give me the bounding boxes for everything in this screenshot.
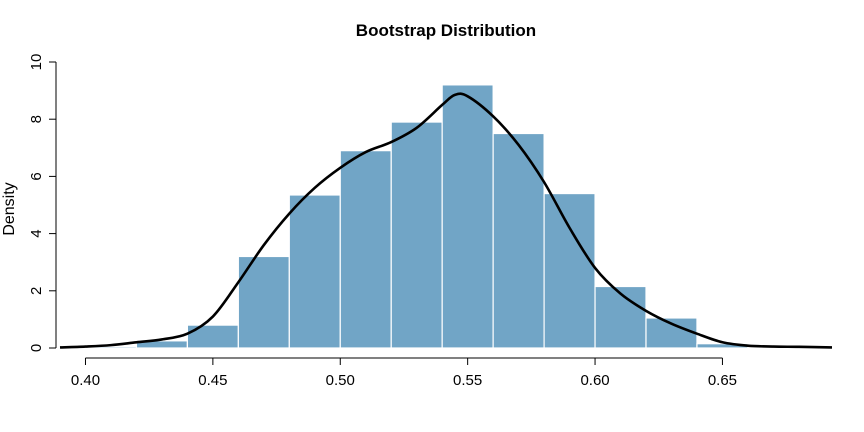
x-axis: 0.40 0.45 0.50 0.55 0.60 0.65 bbox=[71, 357, 737, 389]
y-tick-label: 4 bbox=[28, 229, 45, 237]
histogram-bar bbox=[339, 150, 392, 349]
histogram-bar bbox=[288, 194, 341, 349]
x-tick-label: 0.65 bbox=[708, 372, 737, 389]
y-tick-label: 0 bbox=[28, 344, 45, 352]
x-tick-label: 0.55 bbox=[453, 372, 482, 389]
y-tick-label: 8 bbox=[28, 115, 45, 123]
histogram-bar bbox=[492, 132, 545, 349]
histogram-bar bbox=[441, 84, 494, 349]
y-axis-label: Density bbox=[1, 182, 18, 235]
histogram-bars bbox=[84, 84, 749, 349]
histogram-bar bbox=[390, 121, 443, 349]
x-tick-label: 0.45 bbox=[198, 372, 227, 389]
y-tick-label: 2 bbox=[28, 287, 45, 295]
density-curve bbox=[59, 92, 833, 349]
y-axis: 0 2 4 6 8 10 bbox=[28, 54, 57, 352]
chart-title: Bootstrap Distribution bbox=[356, 21, 536, 40]
histogram-bar bbox=[594, 285, 647, 349]
histogram-bar bbox=[543, 192, 596, 349]
x-tick-label: 0.40 bbox=[71, 372, 100, 389]
x-tick-label: 0.50 bbox=[326, 372, 355, 389]
y-tick-label: 6 bbox=[28, 172, 45, 180]
y-tick-label: 10 bbox=[28, 54, 45, 71]
x-tick-label: 0.60 bbox=[580, 372, 609, 389]
